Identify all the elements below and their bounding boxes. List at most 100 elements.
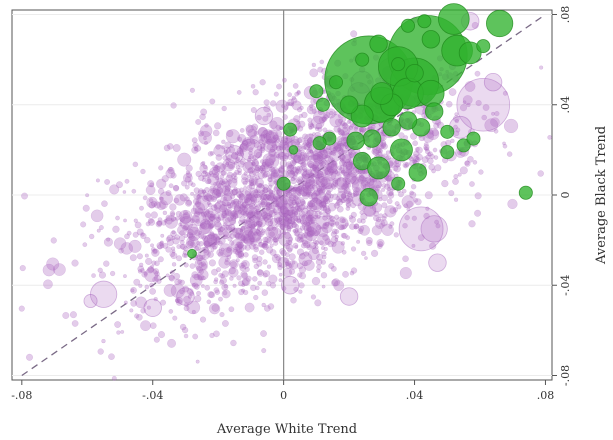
data-point: [402, 162, 409, 169]
data-point: [299, 272, 307, 280]
data-point: [209, 166, 220, 178]
data-point: [243, 204, 248, 210]
data-point: [222, 196, 228, 201]
data-point: [297, 227, 303, 234]
data-point: [320, 161, 326, 167]
data-point: [239, 228, 244, 233]
data-point: [193, 193, 201, 200]
data-point: [216, 199, 222, 204]
data-point: [337, 165, 343, 171]
data-point: [71, 259, 79, 267]
data-point: [304, 205, 308, 210]
data-point: [285, 191, 293, 199]
data-point: [396, 204, 402, 210]
data-point: [539, 65, 544, 70]
data-point: [279, 197, 284, 202]
data-point: [468, 220, 476, 228]
data-point: [201, 189, 206, 194]
data-point: [467, 155, 474, 163]
data-point: [210, 239, 217, 246]
data-point: [212, 129, 220, 137]
data-point: [279, 223, 286, 230]
data-point: [145, 257, 153, 265]
data-point: [309, 123, 315, 128]
data-point: [253, 210, 262, 220]
data-point: [290, 216, 297, 223]
data-point: [200, 263, 208, 271]
data-point: [232, 283, 237, 288]
data-point: [345, 163, 353, 171]
data-point: [170, 172, 177, 179]
data-point: [266, 246, 274, 254]
data-point: [282, 77, 287, 83]
data-point: [208, 213, 216, 221]
data-point: [194, 295, 202, 303]
data-point: [320, 177, 331, 188]
data-point: [378, 148, 384, 154]
data-point: [262, 242, 267, 248]
data-point: [231, 152, 239, 160]
data-point: [338, 198, 343, 203]
data-point: [333, 280, 345, 292]
data-point: [255, 219, 263, 227]
data-point: [306, 214, 314, 222]
data-point: [337, 187, 344, 194]
data-point: [225, 247, 232, 254]
data-point: [312, 171, 320, 179]
data-point: [279, 247, 286, 255]
data-point: [139, 205, 144, 211]
data-point: [394, 201, 400, 207]
data-point: [170, 212, 175, 217]
data-point: [236, 147, 244, 155]
data-point: [300, 162, 305, 167]
data-point: [312, 184, 318, 190]
data-point: [237, 133, 247, 143]
data-point: [226, 129, 234, 138]
data-point: [306, 244, 313, 250]
data-point: [340, 169, 345, 174]
data-point: [237, 200, 242, 205]
data-point: [295, 202, 301, 208]
data-point: [248, 147, 254, 153]
data-point: [301, 145, 307, 151]
data-point: [277, 205, 282, 210]
data-point: [311, 62, 317, 68]
data-point: [300, 232, 313, 245]
data-point: [203, 164, 208, 170]
data-point: [298, 113, 303, 118]
data-point: [404, 162, 410, 167]
data-point: [106, 237, 111, 242]
data-point: [254, 205, 260, 212]
data-point: [310, 294, 317, 300]
data-point: [147, 180, 155, 188]
data-point: [379, 223, 384, 228]
data-point: [171, 249, 176, 254]
data-point: [401, 188, 407, 194]
data-point: [272, 236, 279, 243]
data-point: [297, 192, 302, 196]
data-point: [193, 211, 201, 218]
data-point: [283, 242, 291, 249]
data-point: [303, 234, 308, 239]
data-point: [53, 263, 66, 276]
data-point: [303, 241, 311, 249]
data-point: [247, 128, 257, 139]
data-point: [172, 143, 181, 152]
data-point: [201, 211, 206, 217]
data-point: [313, 188, 321, 197]
data-point: [283, 209, 294, 220]
data-point: [340, 192, 347, 199]
data-point: [214, 202, 222, 210]
data-point: [213, 279, 218, 285]
data-point: [108, 353, 115, 361]
data-point: [298, 214, 306, 221]
data-point: [491, 111, 496, 116]
data-point: [262, 133, 267, 138]
data-point: [241, 173, 249, 181]
data-point: [207, 173, 220, 186]
data-point: [235, 251, 243, 259]
data-point: [148, 201, 156, 209]
data-point: [315, 122, 323, 130]
data-point: [429, 242, 437, 250]
data-point: [233, 161, 239, 166]
